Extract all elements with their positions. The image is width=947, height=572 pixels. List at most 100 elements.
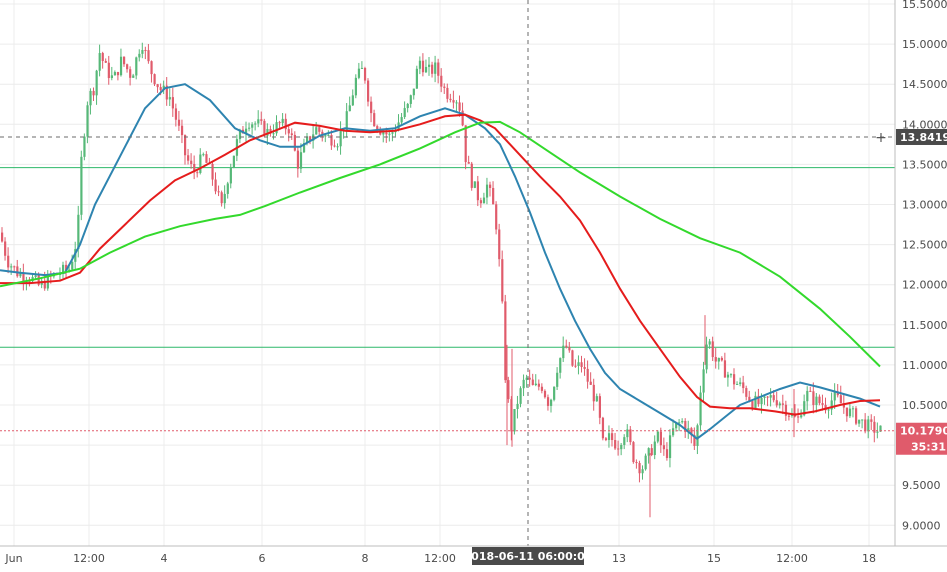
y-tick-label: 9.5000 bbox=[902, 479, 941, 492]
candle-body bbox=[812, 391, 815, 405]
candle-body bbox=[492, 187, 495, 205]
candle-body bbox=[748, 396, 751, 402]
horizontal-lines bbox=[0, 167, 895, 348]
candle-body bbox=[626, 429, 629, 438]
y-tick-label: 14.5000 bbox=[902, 78, 947, 91]
candle-body bbox=[83, 136, 86, 157]
candle-body bbox=[16, 266, 19, 277]
x-tick-label: 15 bbox=[707, 552, 721, 565]
candle-body bbox=[385, 132, 388, 135]
y-tick-label: 13.5000 bbox=[902, 158, 947, 171]
candle-body bbox=[775, 400, 778, 406]
candle-body bbox=[330, 134, 333, 146]
y-tick-label: 9.0000 bbox=[902, 519, 941, 532]
candle-body bbox=[604, 438, 608, 440]
candle-body bbox=[101, 53, 104, 61]
candle-body bbox=[855, 408, 858, 424]
candle-body bbox=[141, 49, 144, 54]
candle-body bbox=[272, 133, 275, 135]
candle-body bbox=[65, 264, 68, 271]
candle-body bbox=[800, 415, 803, 418]
candle-body bbox=[879, 425, 882, 432]
candle-body bbox=[653, 441, 656, 456]
crosshair-price-box bbox=[896, 128, 947, 145]
candle-body bbox=[71, 261, 74, 270]
candle-body bbox=[431, 64, 434, 74]
candle-body bbox=[443, 86, 446, 88]
candle-body bbox=[171, 97, 174, 109]
candle-body bbox=[424, 66, 428, 73]
candle-body bbox=[226, 183, 229, 194]
candle-body bbox=[260, 119, 263, 121]
y-tick-label: 11.0000 bbox=[902, 359, 947, 372]
candle-body bbox=[452, 100, 455, 103]
candle-body bbox=[275, 122, 278, 134]
x-tick-label: 12:00 bbox=[424, 552, 456, 565]
candle-body bbox=[504, 301, 507, 381]
candle-body bbox=[92, 90, 95, 96]
candle-body bbox=[281, 118, 284, 124]
candle-body bbox=[455, 102, 458, 104]
candle-body bbox=[824, 404, 827, 411]
candle-body bbox=[284, 118, 287, 130]
candle-body bbox=[214, 179, 217, 192]
candle-body bbox=[553, 386, 556, 400]
candle-body bbox=[449, 98, 452, 101]
candle-body bbox=[516, 403, 519, 409]
candle-body bbox=[77, 214, 80, 250]
candle-body bbox=[28, 281, 31, 283]
candle-body bbox=[266, 128, 269, 136]
candle-body bbox=[184, 135, 187, 156]
candle-body bbox=[736, 383, 739, 385]
candle-body bbox=[147, 50, 150, 62]
candle-body bbox=[873, 421, 876, 433]
candle-body bbox=[1, 232, 4, 242]
candle-body bbox=[400, 117, 403, 123]
candle-body bbox=[324, 135, 327, 137]
candle-body bbox=[278, 122, 281, 124]
candle-body bbox=[333, 145, 336, 147]
candle-body bbox=[351, 95, 354, 106]
moving-average-line-ma_slow bbox=[0, 120, 881, 368]
candle-body bbox=[662, 445, 666, 450]
candle-body bbox=[864, 419, 867, 432]
candle-body bbox=[867, 419, 870, 432]
candle-body bbox=[251, 124, 254, 128]
candle-body bbox=[815, 396, 818, 405]
candle-body bbox=[357, 68, 361, 78]
candle-body bbox=[138, 53, 141, 58]
candle-body bbox=[345, 111, 348, 131]
candle-body bbox=[668, 435, 672, 459]
candle-body bbox=[644, 455, 647, 470]
candle-body bbox=[656, 431, 659, 442]
y-tick-label: 15.0000 bbox=[902, 38, 947, 51]
candle-body bbox=[684, 421, 687, 432]
candle-body bbox=[525, 377, 528, 380]
candle-body bbox=[376, 126, 379, 130]
candle-body bbox=[302, 142, 306, 153]
candle-body bbox=[543, 390, 547, 398]
candle-body bbox=[336, 146, 339, 148]
x-tick-label: 4 bbox=[161, 552, 168, 565]
candle-body bbox=[821, 403, 824, 405]
candle-body bbox=[315, 127, 318, 135]
candle-body bbox=[473, 181, 476, 188]
candle-body bbox=[580, 362, 583, 367]
candle-body bbox=[839, 395, 842, 404]
candle-body bbox=[498, 229, 501, 260]
candle-body bbox=[705, 344, 708, 370]
candle-body bbox=[327, 134, 330, 136]
candle-body bbox=[211, 163, 214, 180]
candle-body bbox=[126, 64, 129, 70]
candle-body bbox=[562, 345, 565, 359]
crosshair-date-label: 2018-06-11 06:00:00 bbox=[464, 550, 593, 563]
candle-body bbox=[851, 408, 855, 410]
candle-body bbox=[714, 357, 717, 362]
candle-body bbox=[568, 347, 571, 351]
candle-body bbox=[159, 87, 162, 90]
candle-body bbox=[388, 133, 391, 135]
candle-body bbox=[254, 123, 257, 125]
candle-body bbox=[696, 425, 699, 446]
candle-body bbox=[440, 75, 443, 87]
